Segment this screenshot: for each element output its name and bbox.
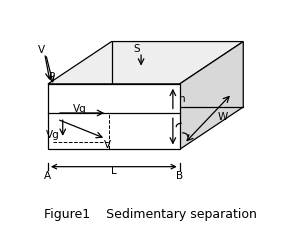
Polygon shape: [48, 42, 243, 84]
Text: Vq: Vq: [73, 104, 87, 114]
Text: h: h: [178, 94, 185, 104]
Polygon shape: [180, 42, 243, 149]
Text: V: V: [103, 140, 110, 149]
Text: W: W: [218, 112, 228, 122]
Text: L: L: [111, 166, 117, 176]
Text: Figure1    Sedimentary separation: Figure1 Sedimentary separation: [44, 208, 257, 221]
Text: A: A: [45, 171, 52, 181]
Polygon shape: [48, 84, 180, 149]
Text: B: B: [176, 171, 183, 181]
Text: S: S: [133, 44, 140, 54]
Text: Vg: Vg: [46, 130, 59, 140]
Text: V: V: [38, 45, 45, 55]
Text: P: P: [49, 72, 55, 82]
